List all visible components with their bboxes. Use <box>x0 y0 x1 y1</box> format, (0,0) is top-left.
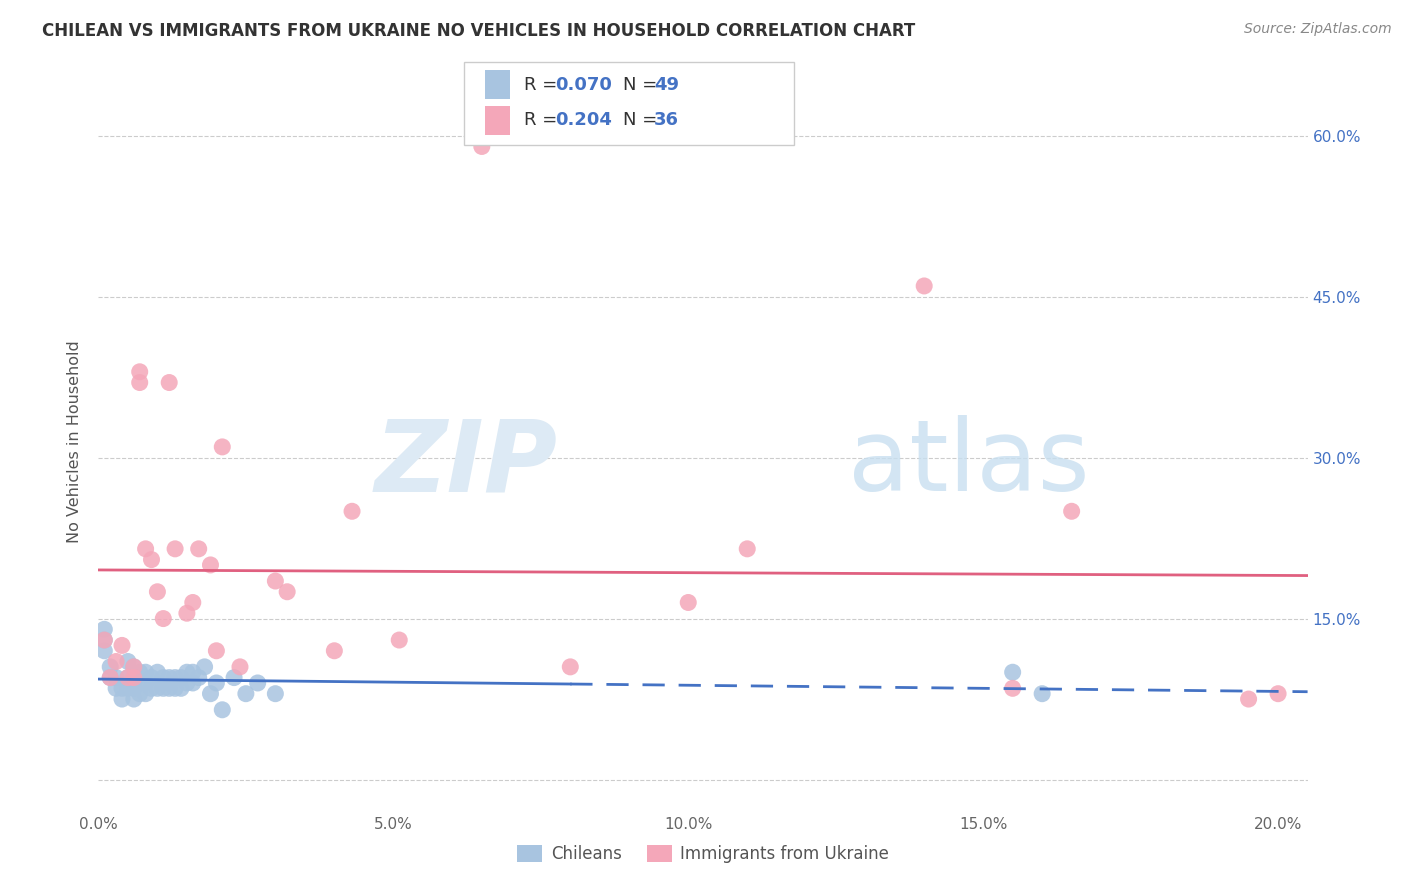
Point <box>128 687 150 701</box>
Text: ZIP: ZIP <box>375 416 558 512</box>
Point <box>122 681 145 696</box>
Point <box>122 671 145 685</box>
Text: CHILEAN VS IMMIGRANTS FROM UKRAINE NO VEHICLES IN HOUSEHOLD CORRELATION CHART: CHILEAN VS IMMIGRANTS FROM UKRAINE NO VE… <box>42 22 915 40</box>
Text: Source: ZipAtlas.com: Source: ZipAtlas.com <box>1244 22 1392 37</box>
Point <box>93 633 115 648</box>
Point <box>176 676 198 690</box>
Point <box>1001 665 1024 680</box>
Point <box>205 676 228 690</box>
Text: N =: N = <box>623 112 662 129</box>
Point <box>128 376 150 390</box>
Text: 0.070: 0.070 <box>555 76 612 94</box>
Point <box>170 671 193 685</box>
Point <box>93 644 115 658</box>
Point <box>135 687 157 701</box>
Point <box>105 655 128 669</box>
Point <box>181 676 204 690</box>
Point <box>157 671 180 685</box>
Point <box>152 611 174 625</box>
Point <box>678 595 700 609</box>
Text: atlas: atlas <box>848 416 1090 512</box>
Point <box>560 660 582 674</box>
Text: R =: R = <box>524 76 564 94</box>
Point <box>157 681 180 696</box>
Text: 0.204: 0.204 <box>555 112 612 129</box>
Point <box>165 671 187 685</box>
Point <box>165 541 187 556</box>
Point <box>222 671 245 685</box>
Point <box>471 139 494 153</box>
Y-axis label: No Vehicles in Household: No Vehicles in Household <box>67 340 83 543</box>
Point <box>98 671 121 685</box>
Point <box>1060 504 1083 518</box>
Point <box>264 574 287 588</box>
Point <box>187 541 209 556</box>
Legend: Chileans, Immigrants from Ukraine: Chileans, Immigrants from Ukraine <box>510 838 896 870</box>
Point <box>122 676 145 690</box>
Point <box>170 681 193 696</box>
Point <box>135 665 157 680</box>
Point <box>122 660 145 674</box>
Point <box>141 671 163 685</box>
Point <box>211 440 233 454</box>
Point <box>323 644 346 658</box>
Point <box>111 639 134 653</box>
Point <box>128 665 150 680</box>
Point <box>187 671 209 685</box>
Point <box>340 504 363 518</box>
Point <box>135 676 157 690</box>
Point <box>152 681 174 696</box>
Point <box>141 552 163 566</box>
Point <box>122 692 145 706</box>
Point <box>128 365 150 379</box>
Point <box>176 665 198 680</box>
Point <box>735 541 758 556</box>
Text: 49: 49 <box>654 76 679 94</box>
Point <box>205 644 228 658</box>
Point <box>165 681 187 696</box>
Point <box>229 660 252 674</box>
Point <box>152 671 174 685</box>
Point <box>117 671 139 685</box>
Point <box>1001 681 1024 696</box>
Point <box>117 655 139 669</box>
Point <box>146 584 169 599</box>
Point <box>276 584 298 599</box>
Point <box>181 595 204 609</box>
Point <box>122 660 145 674</box>
Point <box>117 671 139 685</box>
Point <box>1237 692 1260 706</box>
Point <box>157 376 180 390</box>
Point <box>128 676 150 690</box>
Point <box>235 687 257 701</box>
Point <box>98 660 121 674</box>
Text: N =: N = <box>623 76 662 94</box>
Point <box>211 703 233 717</box>
Point <box>181 665 204 680</box>
Point <box>246 676 269 690</box>
Point <box>200 558 222 572</box>
Point <box>388 633 411 648</box>
Point <box>200 687 222 701</box>
Point <box>105 681 128 696</box>
Point <box>176 606 198 620</box>
Point <box>105 671 128 685</box>
Text: 36: 36 <box>654 112 679 129</box>
Text: R =: R = <box>524 112 564 129</box>
Point <box>141 681 163 696</box>
Point <box>111 692 134 706</box>
Point <box>912 279 935 293</box>
Point <box>117 681 139 696</box>
Point <box>194 660 217 674</box>
Point <box>1031 687 1053 701</box>
Point <box>93 623 115 637</box>
Point <box>93 633 115 648</box>
Point <box>146 681 169 696</box>
Point <box>135 541 157 556</box>
Point <box>111 681 134 696</box>
Point <box>98 671 121 685</box>
Point <box>1267 687 1289 701</box>
Point <box>264 687 287 701</box>
Point <box>146 665 169 680</box>
